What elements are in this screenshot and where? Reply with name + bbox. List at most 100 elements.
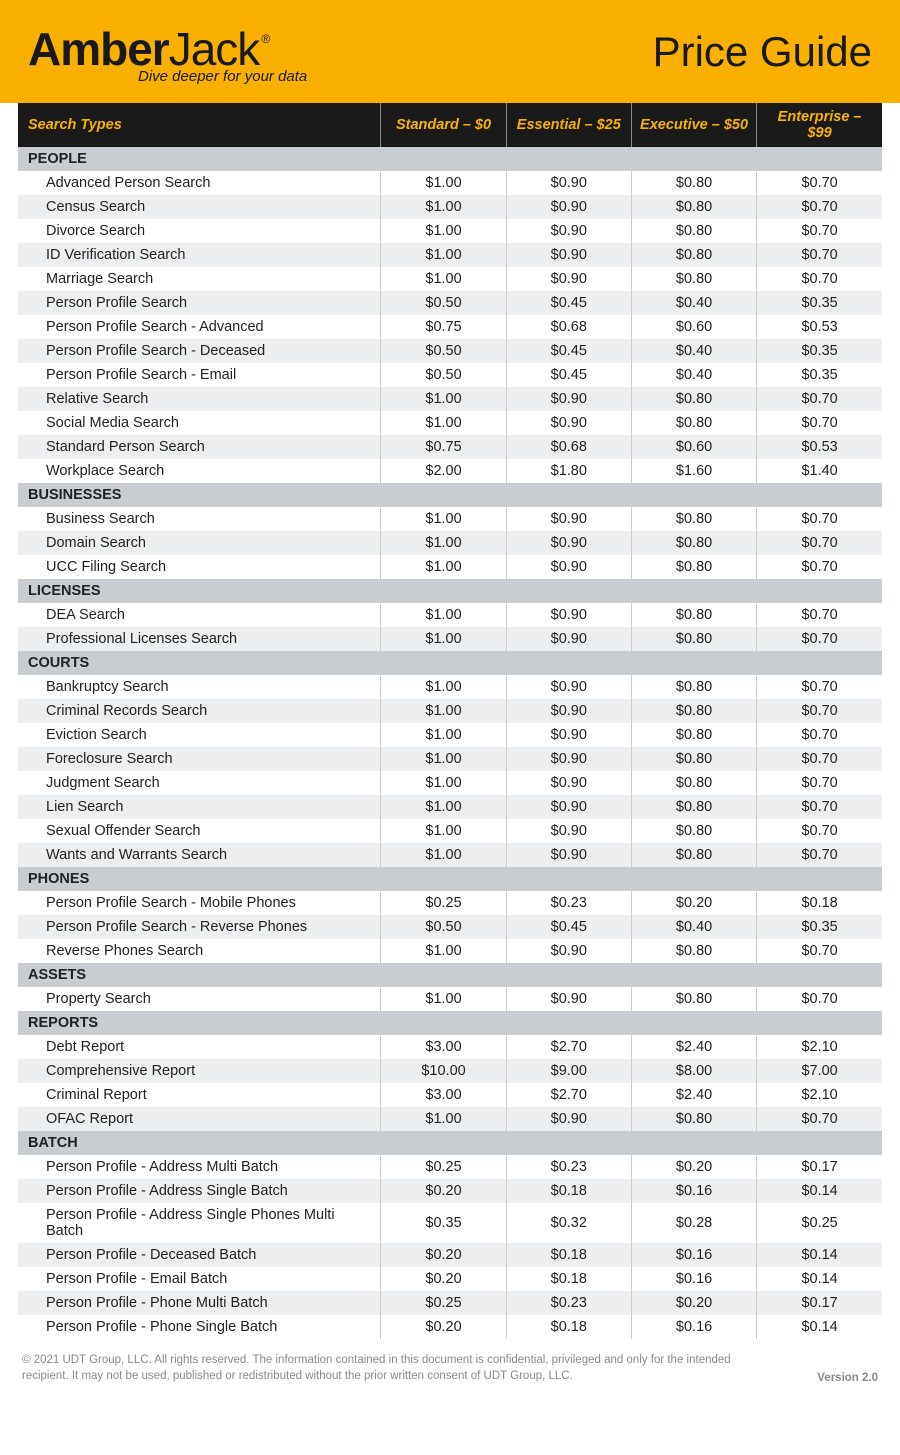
price-row: Person Profile - Phone Single Batch$0.20… <box>18 1315 882 1339</box>
section-empty-cell <box>381 483 506 507</box>
price-cell: $0.90 <box>506 627 631 651</box>
section-empty-cell <box>631 147 756 171</box>
price-cell: $0.18 <box>506 1179 631 1203</box>
search-name: Debt Report <box>18 1035 381 1059</box>
price-table: Search Types Standard – $0 Essential – $… <box>18 103 882 1339</box>
section-empty-cell <box>381 1131 506 1155</box>
price-cell: $0.35 <box>381 1203 506 1243</box>
section-empty-cell <box>757 867 882 891</box>
search-name: Advanced Person Search <box>18 171 381 195</box>
section-empty-cell <box>506 1131 631 1155</box>
price-cell: $0.16 <box>631 1179 756 1203</box>
price-cell: $1.40 <box>757 459 882 483</box>
price-cell: $1.00 <box>381 843 506 867</box>
search-name: Judgment Search <box>18 771 381 795</box>
price-cell: $1.00 <box>381 411 506 435</box>
price-cell: $0.70 <box>757 267 882 291</box>
price-cell: $0.20 <box>381 1267 506 1291</box>
search-name: Divorce Search <box>18 219 381 243</box>
price-cell: $0.80 <box>631 603 756 627</box>
search-name: Standard Person Search <box>18 435 381 459</box>
price-cell: $0.70 <box>757 699 882 723</box>
price-cell: $0.25 <box>381 1155 506 1179</box>
price-cell: $0.18 <box>506 1315 631 1339</box>
price-cell: $0.32 <box>506 1203 631 1243</box>
section-empty-cell <box>757 963 882 987</box>
price-cell: $0.17 <box>757 1155 882 1179</box>
price-cell: $1.00 <box>381 723 506 747</box>
price-cell: $0.70 <box>757 195 882 219</box>
price-cell: $0.80 <box>631 699 756 723</box>
price-row: Person Profile - Address Single Batch$0.… <box>18 1179 882 1203</box>
search-name: Person Profile - Phone Single Batch <box>18 1315 381 1339</box>
section-label: BUSINESSES <box>18 483 381 507</box>
price-cell: $1.00 <box>381 771 506 795</box>
price-row: Relative Search$1.00$0.90$0.80$0.70 <box>18 387 882 411</box>
price-cell: $0.80 <box>631 411 756 435</box>
logo-block: AmberJack® Dive deeper for your data <box>28 22 307 85</box>
price-cell: $0.90 <box>506 171 631 195</box>
price-cell: $0.90 <box>506 267 631 291</box>
price-cell: $8.00 <box>631 1059 756 1083</box>
section-empty-cell <box>381 1011 506 1035</box>
section-empty-cell <box>631 963 756 987</box>
search-name: Person Profile Search - Advanced <box>18 315 381 339</box>
section-empty-cell <box>506 483 631 507</box>
section-label: REPORTS <box>18 1011 381 1035</box>
price-cell: $0.50 <box>381 915 506 939</box>
search-name: Person Profile Search <box>18 291 381 315</box>
price-cell: $0.18 <box>506 1267 631 1291</box>
section-empty-cell <box>381 867 506 891</box>
price-cell: $0.68 <box>506 315 631 339</box>
price-cell: $0.90 <box>506 555 631 579</box>
price-cell: $0.20 <box>381 1315 506 1339</box>
price-cell: $0.40 <box>631 291 756 315</box>
price-row: Eviction Search$1.00$0.90$0.80$0.70 <box>18 723 882 747</box>
section-empty-cell <box>506 147 631 171</box>
price-cell: $1.00 <box>381 531 506 555</box>
price-cell: $0.70 <box>757 843 882 867</box>
search-name: Criminal Records Search <box>18 699 381 723</box>
price-row: Person Profile Search - Deceased$0.50$0.… <box>18 339 882 363</box>
price-row: Person Profile - Email Batch$0.20$0.18$0… <box>18 1267 882 1291</box>
price-row: Judgment Search$1.00$0.90$0.80$0.70 <box>18 771 882 795</box>
version-text: Version 2.0 <box>817 1372 878 1384</box>
price-cell: $0.90 <box>506 531 631 555</box>
price-cell: $0.53 <box>757 435 882 459</box>
price-row: Person Profile Search - Mobile Phones$0.… <box>18 891 882 915</box>
price-cell: $1.00 <box>381 795 506 819</box>
search-name: Person Profile - Address Single Phones M… <box>18 1203 381 1243</box>
search-name: Domain Search <box>18 531 381 555</box>
search-name: Person Profile - Phone Multi Batch <box>18 1291 381 1315</box>
price-cell: $0.25 <box>757 1203 882 1243</box>
price-row: Workplace Search$2.00$1.80$1.60$1.40 <box>18 459 882 483</box>
price-cell: $0.90 <box>506 387 631 411</box>
price-cell: $0.35 <box>757 291 882 315</box>
section-empty-cell <box>506 963 631 987</box>
price-row: Advanced Person Search$1.00$0.90$0.80$0.… <box>18 171 882 195</box>
section-empty-cell <box>631 867 756 891</box>
price-row: Business Search$1.00$0.90$0.80$0.70 <box>18 507 882 531</box>
price-cell: $1.80 <box>506 459 631 483</box>
price-cell: $0.75 <box>381 315 506 339</box>
section-header: PHONES <box>18 867 882 891</box>
section-empty-cell <box>506 651 631 675</box>
copyright-text: © 2021 UDT Group, LLC. All rights reserv… <box>22 1353 742 1384</box>
price-cell: $0.80 <box>631 531 756 555</box>
price-cell: $0.35 <box>757 915 882 939</box>
search-name: ID Verification Search <box>18 243 381 267</box>
section-empty-cell <box>506 867 631 891</box>
table-header-row: Search Types Standard – $0 Essential – $… <box>18 103 882 147</box>
col-header-tier: Standard – $0 <box>381 103 506 147</box>
price-cell: $0.90 <box>506 723 631 747</box>
search-name: Person Profile Search - Reverse Phones <box>18 915 381 939</box>
price-row: Bankruptcy Search$1.00$0.90$0.80$0.70 <box>18 675 882 699</box>
col-header-tier: Executive – $50 <box>631 103 756 147</box>
price-cell: $0.90 <box>506 195 631 219</box>
price-cell: $0.45 <box>506 339 631 363</box>
price-cell: $0.70 <box>757 675 882 699</box>
section-empty-cell <box>381 147 506 171</box>
price-cell: $0.75 <box>381 435 506 459</box>
price-row: Sexual Offender Search$1.00$0.90$0.80$0.… <box>18 819 882 843</box>
search-name: Census Search <box>18 195 381 219</box>
